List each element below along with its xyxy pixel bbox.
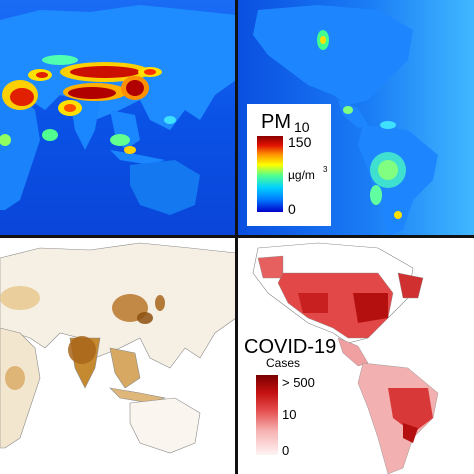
legend-title-main: PM: [261, 111, 291, 133]
legend-unit-label: µg/m: [288, 168, 315, 182]
population-density-areas: [0, 286, 165, 390]
pm10-hotspots: [317, 30, 406, 219]
pm10-legend: PM 10 150 µg/m 3 0: [247, 104, 331, 226]
australia-landmass: [129, 397, 201, 454]
pm10-hotspots: [0, 55, 176, 154]
legend-max-label: 150: [288, 134, 312, 150]
australia-landmass: [130, 160, 200, 215]
legend-unit-exponent: 3: [323, 165, 328, 174]
legend-title-subscript: 10: [294, 119, 310, 135]
panel-divider-horizontal: [0, 235, 474, 238]
covid-legend-subtitle: Cases: [266, 356, 300, 370]
covid-regions: [257, 255, 439, 474]
southeast-asia-landmass: [109, 347, 141, 389]
population-density-map-eastern-hemisphere: [0, 238, 236, 474]
covid-color-bar: [256, 375, 278, 455]
covid-legend: COVID-19 Cases > 500 10 0: [244, 336, 336, 458]
legend-min-label: 0: [288, 201, 296, 217]
covid-legend-mid-label: 10: [282, 407, 296, 422]
indonesia-islands: [110, 150, 165, 165]
pm10-color-bar: [257, 136, 283, 212]
africa-landmass: [0, 90, 40, 210]
north-america-landmass: [253, 5, 413, 105]
covid-legend-title: COVID-19: [244, 336, 336, 358]
covid-cases-map-western-hemisphere: [238, 238, 474, 474]
southeast-asia-landmass: [110, 110, 140, 150]
covid-legend-max-label: > 500: [282, 375, 315, 390]
pm10-map-eastern-hemisphere: [0, 0, 236, 236]
covid-legend-min-label: 0: [282, 443, 289, 458]
